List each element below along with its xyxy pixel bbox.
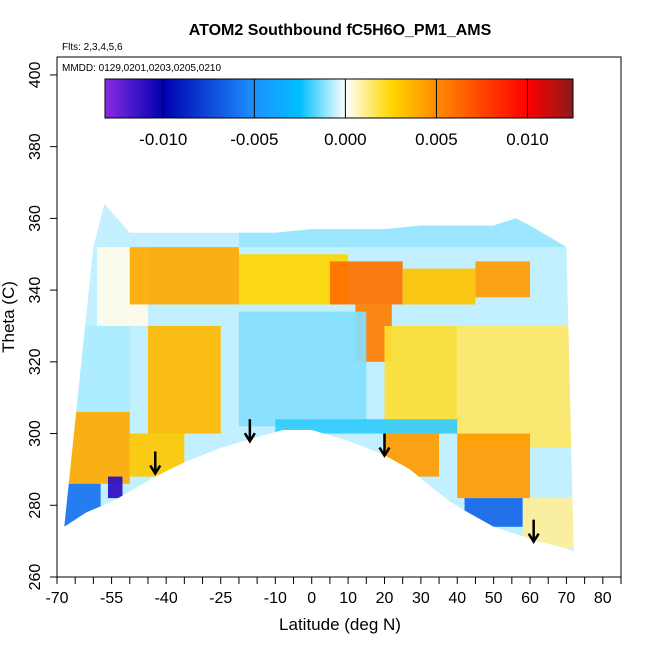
x-tick-label: 10 <box>339 590 357 607</box>
heatmap-cell <box>402 268 476 305</box>
heatmap-cell <box>64 412 130 484</box>
heatmap-cell <box>457 433 531 499</box>
colorbar: -0.010 -0.005 0.000 0.005 0.010 <box>104 78 574 149</box>
arrow-marker <box>149 451 162 476</box>
y-tick-label: 300 <box>27 420 44 447</box>
colorbar-frame <box>104 78 574 119</box>
x-tick-label: 40 <box>448 590 466 607</box>
heatmap-cell <box>147 325 221 434</box>
y-tick-label: 400 <box>27 61 44 88</box>
x-tick-label: 70 <box>558 590 576 607</box>
y-tick-label: 340 <box>27 277 44 304</box>
dates-label: MMDD: 0129,0201,0203,0205,0210 <box>62 63 221 74</box>
y-tick-label: 260 <box>27 564 44 591</box>
heatmap-cell <box>238 311 367 427</box>
heatmap-cell <box>129 247 239 305</box>
colorbar-tick-label: -0.005 <box>230 130 278 149</box>
heatmap-cell <box>457 325 574 448</box>
x-tick-label: -40 <box>155 590 178 607</box>
y-axis-label: Theta (C) <box>0 281 18 353</box>
arrow-marker <box>378 433 391 458</box>
data-cells <box>64 218 574 549</box>
colorbar-tick-label: -0.010 <box>139 130 187 149</box>
heatmap-cell <box>329 261 403 305</box>
plot-frame <box>56 56 622 578</box>
arrow-layer <box>149 419 540 544</box>
x-tick-label: -25 <box>209 590 232 607</box>
x-tick-label: 30 <box>412 590 430 607</box>
x-axis: -70 -55 -40 -25 -10 0 10 20 30 40 50 60 70 80 <box>45 577 622 607</box>
x-tick-label: -70 <box>45 590 68 607</box>
x-tick-label: 50 <box>485 590 503 607</box>
colorbar-tick-label: 0.005 <box>415 130 458 149</box>
x-tick-label: 80 <box>594 590 612 607</box>
y-tick-label: 360 <box>27 205 44 232</box>
x-tick-label: 0 <box>307 590 316 607</box>
x-tick-label: 60 <box>521 590 539 607</box>
heatmap-cell <box>475 261 531 298</box>
y-tick-label: 380 <box>27 133 44 160</box>
arrow-marker <box>527 519 540 544</box>
chart-title: ATOM2 Southbound fC5H6O_PM1_AMS <box>189 22 492 39</box>
x-tick-label: 20 <box>376 590 394 607</box>
heatmap-cell <box>107 476 123 499</box>
y-tick-label: 280 <box>27 492 44 519</box>
colorbar-tick-label: 0.010 <box>506 130 549 149</box>
x-axis-label: Latitude (deg N) <box>279 615 401 634</box>
colorbar-gradient <box>105 79 573 118</box>
arrow-marker <box>243 419 256 444</box>
y-axis: 260 280 300 320 340 360 380 400 <box>27 61 57 590</box>
data-layer <box>64 204 574 552</box>
y-tick-label: 320 <box>27 348 44 375</box>
x-tick-label: -55 <box>100 590 123 607</box>
colorbar-tick-label: 0.000 <box>324 130 367 149</box>
heatmap-cell <box>384 325 458 434</box>
colorbar-ticks: -0.010 -0.005 0.000 0.005 0.010 <box>139 79 549 149</box>
x-tick-label: -10 <box>264 590 287 607</box>
flights-label: Flts: 2,3,4,5,6 <box>62 42 123 53</box>
heatmap-cell <box>275 419 458 434</box>
